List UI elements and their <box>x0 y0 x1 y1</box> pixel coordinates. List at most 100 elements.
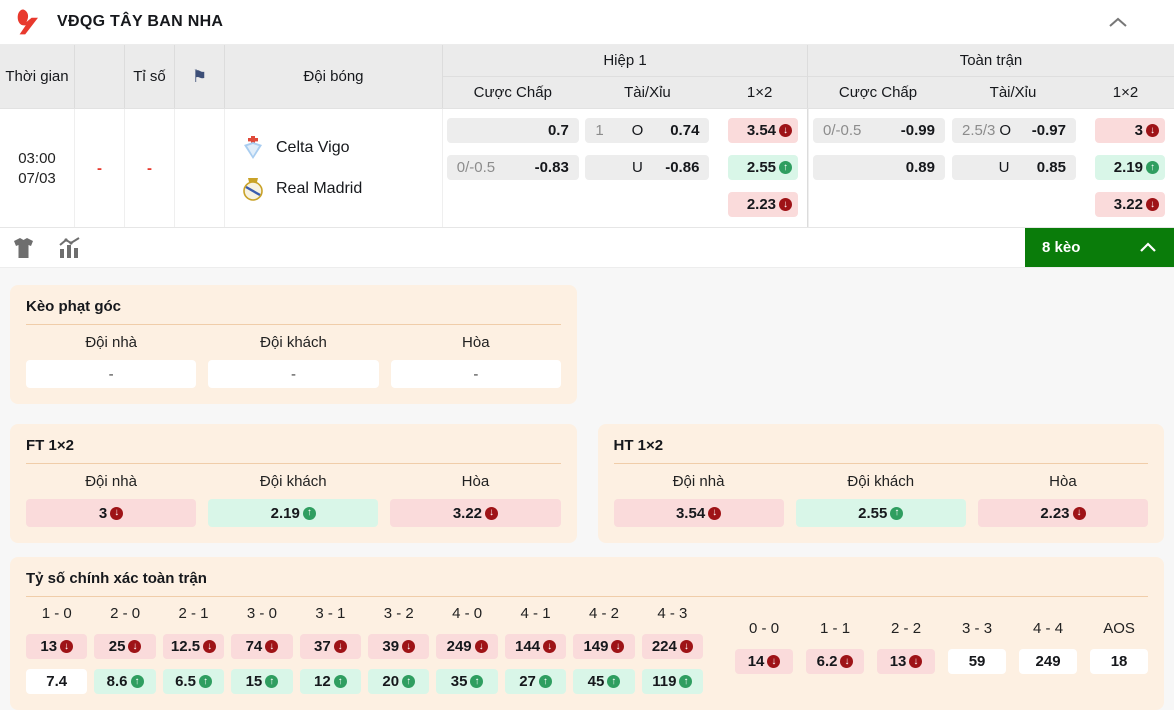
full-time-odds: 0/-0.5 -0.99 2.5/3 O -0.97 3 ↓ 0.89 U 0.… <box>808 109 1174 227</box>
score-column: 3 - 2 39 ↓ 20 ↑ <box>368 605 430 694</box>
away-label: Đội khách <box>259 473 327 490</box>
chevron-up-icon <box>1140 242 1156 252</box>
col-header-time: Thời gian <box>0 45 75 108</box>
score-odds-3-3[interactable]: 59 <box>948 649 1007 674</box>
ft-home-odds[interactable]: 3 ↓ <box>26 499 197 527</box>
chevron-up-icon[interactable] <box>1108 16 1128 28</box>
trend-down-icon: ↓ <box>767 655 781 668</box>
score-column: 1 - 0 13 ↓ 7.4 <box>26 605 88 694</box>
score-odds-4-0-away[interactable]: 35 ↑ <box>436 669 498 694</box>
home-team[interactable]: Celta Vigo <box>242 135 350 160</box>
jersey-icon[interactable] <box>13 237 34 258</box>
bets-count-button[interactable]: 8 kèo <box>1025 228 1174 267</box>
ft-away-win-odds[interactable]: 2.19 ↑ <box>1095 155 1165 180</box>
score-odds-3-2-away[interactable]: 20 ↑ <box>368 669 430 694</box>
trend-up-icon: ↑ <box>333 675 347 688</box>
sub-header-over-under: Tài/Xỉu <box>989 84 1037 101</box>
score-odds-4-4[interactable]: 249 <box>1019 649 1078 674</box>
ft-away-odds[interactable]: 2.19 ↑ <box>208 499 379 527</box>
first-half-header: Hiệp 1 <box>443 45 807 77</box>
h1-home-win-odds[interactable]: 3.54 ↓ <box>728 118 799 143</box>
score-odds-1-1[interactable]: 6.2 ↓ <box>806 649 865 674</box>
score-odds-1-0-away[interactable]: 7.4 <box>26 669 88 694</box>
score-column: 3 - 1 37 ↓ 12 ↑ <box>299 605 362 694</box>
score-column: 4 - 0 249 ↓ 35 ↑ <box>436 605 498 694</box>
score-column: 2 - 1 12.5 ↓ 6.5 ↑ <box>162 605 225 694</box>
ft-handicap-odds-1[interactable]: 0/-0.5 -0.99 <box>813 118 945 143</box>
match-toolbar: 8 kèo <box>0 228 1174 268</box>
away-team[interactable]: Real Madrid <box>242 177 362 201</box>
trend-down-icon: ↓ <box>679 640 693 653</box>
col-group-first-half: Hiệp 1 Cược Chấp Tài/Xỉu 1×2 <box>443 45 808 108</box>
score-odds-0-0[interactable]: 14 ↓ <box>735 649 794 674</box>
col-group-full-time: Toàn trận Cược Chấp Tài/Xỉu 1×2 <box>808 45 1174 108</box>
corner-away-odds[interactable]: - <box>208 360 379 388</box>
trend-down-icon: ↓ <box>611 640 625 653</box>
ht-home-odds[interactable]: 3.54 ↓ <box>613 499 784 527</box>
ft-under-odds[interactable]: U 0.85 <box>952 155 1076 180</box>
trend-down-icon: ↓ <box>1146 198 1159 211</box>
ft-over-odds[interactable]: 2.5/3 O -0.97 <box>952 118 1076 143</box>
corner-odds-card: Kèo phạt góc Đội nhà - Đội khách - Hòa - <box>10 285 577 404</box>
score-odds-3-2-home[interactable]: 39 ↓ <box>368 634 430 659</box>
score-odds-4-0-home[interactable]: 249 ↓ <box>436 634 498 659</box>
score-odds-3-0-away[interactable]: 15 ↑ <box>231 669 293 694</box>
score-odds-1-0-home[interactable]: 13 ↓ <box>26 634 88 659</box>
score-odds-2-2[interactable]: 13 ↓ <box>877 649 936 674</box>
score-odds-4-3-away[interactable]: 119 ↑ <box>641 669 704 694</box>
score-odds-4-2-home[interactable]: 149 ↓ <box>573 634 635 659</box>
ft-handicap-odds-2[interactable]: 0.89 <box>813 155 945 180</box>
trend-down-icon: ↓ <box>474 640 488 653</box>
score-odds-4-1-away[interactable]: 27 ↑ <box>504 669 567 694</box>
trend-up-icon: ↑ <box>779 161 793 174</box>
col-header-team: Đội bóng <box>225 45 443 108</box>
trend-up-icon: ↑ <box>470 675 484 688</box>
ft-card-title: FT 1×2 <box>26 437 561 464</box>
h1-draw-odds[interactable]: 2.23 ↓ <box>728 192 799 217</box>
h1-handicap-odds-1[interactable]: 0.7 <box>446 118 579 143</box>
odds-table-header: Thời gian Tỉ số ⚑ Đội bóng Hiệp 1 Cược C… <box>0 45 1174 109</box>
score-odds-2-0-away[interactable]: 8.6 ↑ <box>94 669 156 694</box>
stats-chart-icon[interactable] <box>58 236 82 259</box>
h1-over-odds[interactable]: 1 O 0.74 <box>585 118 710 143</box>
draw-column: 0 - 0 14 ↓ <box>735 620 794 674</box>
trend-up-icon: ↑ <box>679 675 693 688</box>
score-odds-2-1-away[interactable]: 6.5 ↑ <box>162 669 225 694</box>
sub-header-1x2: 1×2 <box>746 84 773 101</box>
score-odds-4-3-home[interactable]: 224 ↓ <box>641 634 704 659</box>
trend-up-icon: ↑ <box>302 506 316 520</box>
h1-handicap-odds-2[interactable]: 0/-0.5 -0.83 <box>446 155 579 180</box>
sub-header-handicap: Cược Chấp <box>838 84 918 101</box>
score-odds-4-1-home[interactable]: 144 ↓ <box>504 634 567 659</box>
ft-draw-odds[interactable]: 3.22 ↓ <box>1095 192 1165 217</box>
corner-draw-odds[interactable]: - <box>390 360 561 388</box>
score-odds-4-2-away[interactable]: 45 ↑ <box>573 669 635 694</box>
trend-up-icon: ↑ <box>265 675 279 688</box>
trend-down-icon: ↓ <box>333 640 347 653</box>
ht-draw-odds[interactable]: 2.23 ↓ <box>977 499 1148 527</box>
score-odds-2-1-home[interactable]: 12.5 ↓ <box>162 634 225 659</box>
league-title: VĐQG TÂY BAN NHA <box>57 13 224 30</box>
score-card-title: Tỷ số chính xác toàn trận <box>26 570 1148 597</box>
score-odds-aos[interactable]: 18 <box>1090 649 1149 674</box>
ft-1x2-card: FT 1×2 Đội nhà 3 ↓ Đội khách 2.19 ↑ <box>10 424 577 543</box>
score-odds-3-1-away[interactable]: 12 ↑ <box>299 669 362 694</box>
trend-up-icon: ↑ <box>890 506 904 520</box>
home-team-name: Celta Vigo <box>276 138 350 156</box>
score-odds-3-0-home[interactable]: 74 ↓ <box>231 634 293 659</box>
trend-down-icon: ↓ <box>909 655 923 668</box>
ht-away-odds[interactable]: 2.55 ↑ <box>795 499 966 527</box>
home-label: Đội nhà <box>85 473 137 490</box>
trend-down-icon: ↓ <box>402 640 416 653</box>
draw-label: Hòa <box>462 334 490 351</box>
ft-home-win-odds[interactable]: 3 ↓ <box>1095 118 1165 143</box>
score-odds-3-1-home[interactable]: 37 ↓ <box>299 634 362 659</box>
score-odds-2-0-home[interactable]: 25 ↓ <box>94 634 156 659</box>
sub-header-over-under: Tài/Xỉu <box>624 84 671 101</box>
corner-home-odds[interactable]: - <box>26 360 197 388</box>
h1-away-win-odds[interactable]: 2.55 ↑ <box>728 155 799 180</box>
h1-under-odds[interactable]: U -0.86 <box>585 155 710 180</box>
ft-draw-odds[interactable]: 3.22 ↓ <box>390 499 561 527</box>
trend-up-icon: ↑ <box>198 675 212 688</box>
kickoff-time: 03:00 <box>18 149 56 167</box>
